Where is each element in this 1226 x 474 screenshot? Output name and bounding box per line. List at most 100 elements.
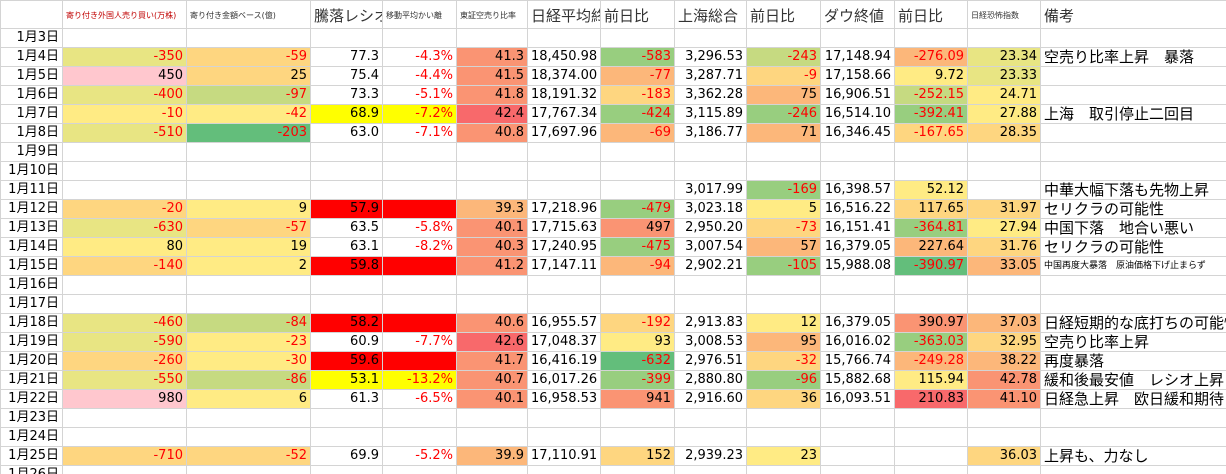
- date-cell: 1月9日: [0, 142, 63, 162]
- value-cell: 16,958.53: [527, 389, 601, 409]
- value-cell: -424: [600, 104, 675, 124]
- value-cell: -243: [746, 47, 821, 67]
- value-cell: [746, 161, 821, 181]
- header-row: 寄り付き外国人売り買い(万株) 寄り付き金額ベース(億) 騰落レシオ 移動平均かい離東…: [0, 0, 1226, 29]
- value-cell: 497: [600, 218, 675, 238]
- value-cell: 117.65: [894, 199, 968, 219]
- value-cell: 63.5: [310, 218, 383, 238]
- value-cell: [456, 28, 528, 48]
- value-cell: [894, 408, 968, 428]
- value-cell: [456, 275, 528, 295]
- value-cell: -5.2%: [382, 446, 457, 466]
- value-cell: 41.8: [456, 85, 528, 105]
- data-row: 1月12日 -20 9 57.9 -9.4% 39.3 17,218.96 -479 3,023…: [0, 199, 1226, 219]
- header-cell: 東証空売り比率: [456, 0, 528, 29]
- value-cell: -86: [186, 370, 311, 390]
- value-cell: [967, 275, 1041, 295]
- value-cell: 15,988.08: [820, 256, 895, 276]
- data-row: 1月4日 -350 -59 77.3 -4.3% 41.3 18,450.98 -583 3,2…: [0, 47, 1226, 67]
- header-cell: 前日比: [894, 0, 968, 29]
- value-cell: [527, 180, 601, 200]
- value-cell: 390.97: [894, 313, 968, 333]
- value-cell: [62, 294, 187, 314]
- value-cell: -192: [600, 313, 675, 333]
- value-cell: -8.9%: [382, 313, 457, 333]
- value-cell: 36: [746, 389, 821, 409]
- value-cell: [456, 427, 528, 447]
- value-cell: [527, 408, 601, 428]
- value-cell: 5: [746, 199, 821, 219]
- remark-cell: 日経短期的な底打ちの可能性: [1040, 313, 1226, 333]
- remark-cell: 緩和後最安値 レシオ上昇: [1040, 370, 1226, 390]
- value-cell: 450: [62, 66, 187, 86]
- value-cell: [967, 408, 1041, 428]
- value-cell: 28.35: [967, 123, 1041, 143]
- value-cell: [746, 142, 821, 162]
- value-cell: [674, 28, 747, 48]
- remark-cell: [1040, 275, 1226, 295]
- data-row: 1月5日 450 25 75.4 -4.4% 41.5 18,374.00 -77 3,287.…: [0, 66, 1226, 86]
- value-cell: -252.15: [894, 85, 968, 105]
- data-row: 1月22日 980 6 61.3 -6.5% 40.1 16,958.53 941 2,916.…: [0, 389, 1226, 409]
- value-cell: 32.95: [967, 332, 1041, 352]
- value-cell: [382, 294, 457, 314]
- data-row: 1月8日 -510 -203 63.0 -7.1% 40.8 17,697.96 -69 3,1…: [0, 123, 1226, 143]
- value-cell: 31.76: [967, 237, 1041, 257]
- value-cell: 75.4: [310, 66, 383, 86]
- value-cell: [62, 142, 187, 162]
- value-cell: 18,191.32: [527, 85, 601, 105]
- data-row: 1月15日 -140 2 59.8 -8.2% 41.2 17,147.11 -94 2,902…: [0, 256, 1226, 276]
- value-cell: [527, 275, 601, 295]
- value-cell: 41.2: [456, 256, 528, 276]
- data-row: 1月16日: [0, 275, 1226, 295]
- value-cell: [310, 465, 383, 474]
- value-cell: -632: [600, 351, 675, 371]
- value-cell: 42.4: [456, 104, 528, 124]
- header-cell: ダウ終値: [820, 0, 895, 29]
- value-cell: 23.33: [967, 66, 1041, 86]
- value-cell: 53.1: [310, 370, 383, 390]
- value-cell: [674, 161, 747, 181]
- value-cell: -5.1%: [382, 85, 457, 105]
- remark-cell: 中国下落 地合い悪い: [1040, 218, 1226, 238]
- value-cell: -167.65: [894, 123, 968, 143]
- header-cell: 前日比: [600, 0, 675, 29]
- value-cell: -13.2%: [382, 370, 457, 390]
- value-cell: 95: [746, 332, 821, 352]
- value-cell: -9: [746, 66, 821, 86]
- value-cell: [674, 294, 747, 314]
- value-cell: [382, 275, 457, 295]
- value-cell: [600, 465, 675, 474]
- value-cell: 17,158.66: [820, 66, 895, 86]
- value-cell: -276.09: [894, 47, 968, 67]
- value-cell: -52: [186, 446, 311, 466]
- value-cell: [186, 142, 311, 162]
- value-cell: -9.4%: [382, 199, 457, 219]
- value-cell: [310, 142, 383, 162]
- value-cell: 15,882.68: [820, 370, 895, 390]
- value-cell: [382, 28, 457, 48]
- value-cell: -249.28: [894, 351, 968, 371]
- header-cell: 上海総合: [674, 0, 747, 29]
- value-cell: 27.94: [967, 218, 1041, 238]
- value-cell: -59: [186, 47, 311, 67]
- data-row: 1月6日 -400 -97 73.3 -5.1% 41.8 18,191.32 -183 3,3…: [0, 85, 1226, 105]
- value-cell: 3,017.99: [674, 180, 747, 200]
- value-cell: [600, 294, 675, 314]
- value-cell: [186, 294, 311, 314]
- date-cell: 1月20日: [0, 351, 63, 371]
- value-cell: 19: [186, 237, 311, 257]
- value-cell: -169: [746, 180, 821, 200]
- value-cell: [310, 427, 383, 447]
- value-cell: 59.8: [310, 256, 383, 276]
- value-cell: 16,906.51: [820, 85, 895, 105]
- value-cell: [456, 465, 528, 474]
- data-row: 1月9日: [0, 142, 1226, 162]
- value-cell: -399: [600, 370, 675, 390]
- remark-cell: [1040, 427, 1226, 447]
- data-row: 1月7日 -10 -42 68.9 -7.2% 42.4 17,767.34 -424 3,11…: [0, 104, 1226, 124]
- date-cell: 1月6日: [0, 85, 63, 105]
- value-cell: 52.12: [894, 180, 968, 200]
- value-cell: -590: [62, 332, 187, 352]
- value-cell: 38.22: [967, 351, 1041, 371]
